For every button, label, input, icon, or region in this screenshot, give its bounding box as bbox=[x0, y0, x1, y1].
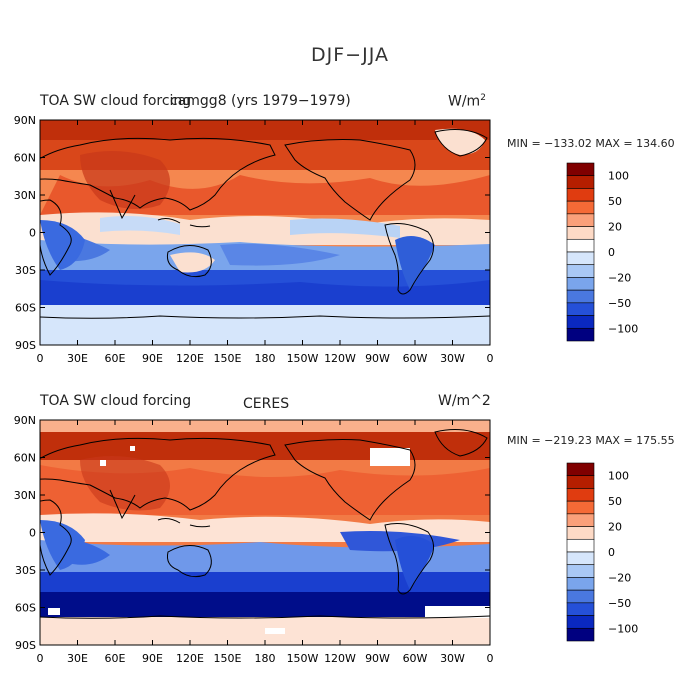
panel1-colorbar-label: 100 bbox=[608, 170, 629, 183]
panel1-lon-label: 120W bbox=[324, 352, 356, 365]
panel1-colorbar-swatch bbox=[566, 264, 595, 278]
panel1-lat-label: 0 bbox=[29, 227, 36, 240]
panel1-lon-label: 60E bbox=[105, 352, 126, 365]
panel2-lat-label: 0 bbox=[29, 527, 36, 540]
panel2-left-title: TOA SW cloud forcing bbox=[40, 393, 192, 409]
panel1-lon-label: 30E bbox=[67, 352, 88, 365]
panel1-center-title: camgg8 (yrs 1979−1979) bbox=[170, 93, 351, 109]
panel2-colorbar-swatch bbox=[566, 500, 595, 515]
panel2-lon-label: 60W bbox=[403, 652, 428, 665]
panel2-lon-label: 120W bbox=[324, 652, 356, 665]
panel2-lon-label: 0 bbox=[487, 652, 494, 665]
panel1-colorbar-swatch bbox=[566, 327, 595, 342]
panel2-colorbar-swatch bbox=[566, 589, 595, 604]
panel1-lat-label: 30N bbox=[14, 189, 36, 202]
panel1-colorbar-swatch bbox=[566, 162, 595, 177]
panel1-lon-label: 180 bbox=[255, 352, 276, 365]
panel1-lon-label: 150E bbox=[214, 352, 242, 365]
panel1-colorbar-label: 50 bbox=[608, 195, 622, 208]
panel2-lat-label: 30S bbox=[15, 564, 36, 577]
panel2-colorbar-swatch bbox=[566, 513, 595, 527]
panel1-left-title: TOA SW cloud forcing bbox=[40, 93, 192, 109]
panel1-colorbar-swatch bbox=[566, 175, 595, 189]
panel2-lon-label: 120E bbox=[176, 652, 204, 665]
panel1-lon-label: 120E bbox=[176, 352, 204, 365]
panel1-colorbar-label: 0 bbox=[608, 246, 615, 259]
colorbar-layer: 100 50 20 0 −20 −50 −100 100 50 20 0 −20 −50 −100 bbox=[566, 162, 638, 642]
panel2-lon-label: 30W bbox=[440, 652, 465, 665]
panel1-minmax: MIN = −133.02 MAX = 134.60 bbox=[507, 137, 675, 150]
panel2-colorbar-swatch bbox=[566, 475, 595, 489]
panel2-colorbar-swatch bbox=[566, 526, 595, 540]
panel1-lat-label: 60N bbox=[14, 152, 36, 165]
panel2-minmax: MIN = −219.23 MAX = 175.55 bbox=[507, 434, 675, 447]
panel2-colorbar-label: 20 bbox=[608, 521, 622, 534]
panel1-lon-label: 60W bbox=[403, 352, 428, 365]
panel1-lon-label: 30W bbox=[440, 352, 465, 365]
panel1-colorbar-label: −20 bbox=[608, 271, 631, 284]
panel1-colorbar-swatch bbox=[566, 251, 595, 266]
panel1-lat-label: 90S bbox=[15, 339, 36, 352]
panel1-lon-label: 0 bbox=[487, 352, 494, 365]
panel2-lat-label: 60S bbox=[15, 602, 36, 615]
panel2-lon-label: 60E bbox=[105, 652, 126, 665]
panel2-lat-label: 90N bbox=[14, 414, 36, 427]
panel1-colorbar-swatch bbox=[566, 188, 595, 202]
panel2-lon-label: 0 bbox=[37, 652, 44, 665]
panel2-lon-label: 180 bbox=[255, 652, 276, 665]
panel1-lat-label: 30S bbox=[15, 264, 36, 277]
panel1-colorbar-label: −100 bbox=[608, 322, 638, 335]
panel1-lon-label: 90E bbox=[142, 352, 163, 365]
panel1-map bbox=[40, 120, 490, 345]
panel2-colorbar-label: 100 bbox=[608, 470, 629, 483]
figure-title: DJF−JJA bbox=[311, 44, 389, 66]
panel1-colorbar-swatch bbox=[566, 289, 595, 304]
panel2-lon-label: 150W bbox=[287, 652, 319, 665]
panel2-colorbar-swatch bbox=[566, 577, 595, 591]
panel1-lon-label: 0 bbox=[37, 352, 44, 365]
panel2-lon-label: 150E bbox=[214, 652, 242, 665]
panel2-colorbar-swatch bbox=[566, 538, 595, 553]
panel2-colorbar-swatch bbox=[566, 488, 595, 502]
panel2-colorbar-label: −100 bbox=[608, 622, 638, 635]
panel2-colorbar-swatch bbox=[566, 551, 595, 566]
panel2-colorbar-swatch bbox=[566, 564, 595, 578]
panel2-lon-label: 90W bbox=[365, 652, 390, 665]
panel2-colorbar-swatch bbox=[566, 615, 595, 629]
panel1-lon-label: 90W bbox=[365, 352, 390, 365]
panel1-lon-label: 150W bbox=[287, 352, 319, 365]
panel2-lon-label: 30E bbox=[67, 652, 88, 665]
panel2-colorbar-label: −20 bbox=[608, 571, 631, 584]
panel1-colorbar-label: −50 bbox=[608, 297, 631, 310]
panel1-colorbar-swatch bbox=[566, 315, 595, 329]
panel2-center-title: CERES bbox=[243, 396, 290, 412]
panel1-lat-label: 60S bbox=[15, 302, 36, 315]
panel2-colorbar-swatch bbox=[566, 627, 595, 642]
panel2-colorbar-label: 50 bbox=[608, 495, 622, 508]
panel2-colorbar-swatch bbox=[566, 462, 595, 477]
panel1-colorbar-swatch bbox=[566, 226, 595, 240]
panel1-colorbar-swatch bbox=[566, 302, 595, 316]
panel1-colorbar-swatch bbox=[566, 200, 595, 215]
panel2-lat-label: 90S bbox=[15, 639, 36, 652]
panel2-colorbar-label: 0 bbox=[608, 546, 615, 559]
panel2-lat-label: 60N bbox=[14, 452, 36, 465]
panel1-colorbar-swatch bbox=[566, 277, 595, 291]
panel1-units: W/m2 bbox=[448, 93, 486, 110]
panel2-map bbox=[40, 420, 490, 645]
panel1-colorbar-label: 20 bbox=[608, 221, 622, 234]
panel2-lat-label: 30N bbox=[14, 489, 36, 502]
panel1-colorbar-swatch bbox=[566, 238, 595, 253]
panel2-units: W/m^2 bbox=[438, 393, 491, 409]
panel2-colorbar-swatch bbox=[566, 602, 595, 616]
panel1-lat-label: 90N bbox=[14, 114, 36, 127]
panel1-colorbar-swatch bbox=[566, 213, 595, 227]
panel2-lon-label: 90E bbox=[142, 652, 163, 665]
panel2-colorbar-label: −50 bbox=[608, 597, 631, 610]
